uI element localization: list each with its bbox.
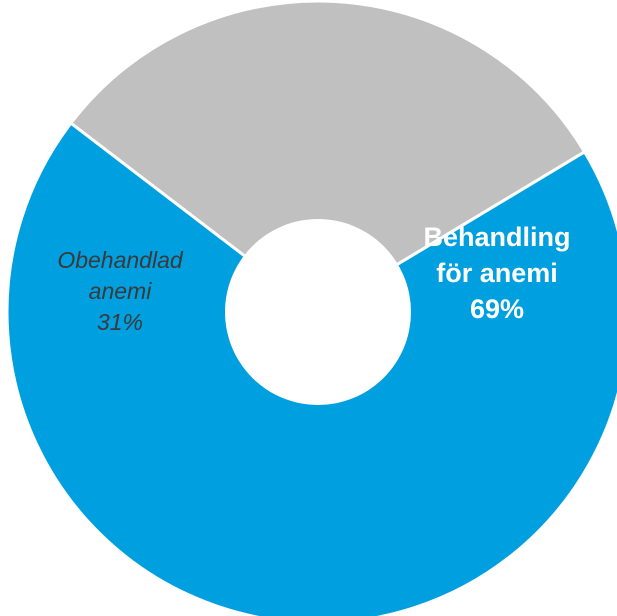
slice-label-line: anemi [89,278,153,304]
labels-layer: Behandling för anemi 69% Obehandlad anemi 31% [57,222,570,335]
slice-label-line: Behandling [424,222,571,252]
slice-value-label: 69% [470,294,524,324]
slice-label-line: för anemi [436,258,558,288]
slice-label-line: Obehandlad [57,247,184,273]
slice-value-label: 31% [97,309,143,335]
pie-slice-2 [69,0,587,314]
donut-hole [225,219,411,405]
slice-label-1: Behandling för anemi 69% [424,222,571,324]
slice-label-2: Obehandlad anemi 31% [57,247,184,335]
